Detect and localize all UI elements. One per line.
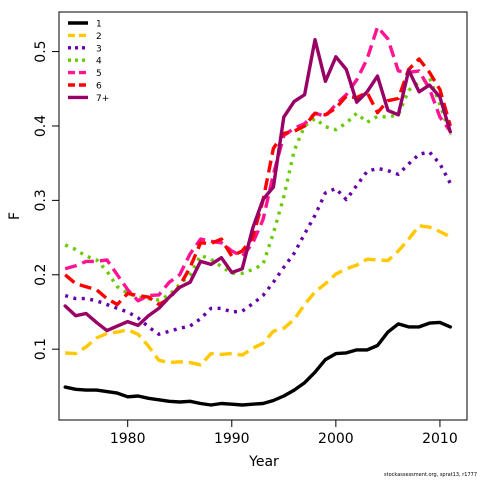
legend-label: 1 [96,20,102,30]
x-tick-label: 2010 [422,431,458,447]
footer-credit: stockassessment.org, sprat13, r1777 [384,472,477,478]
y-tick-label: 0.5 [33,40,49,62]
x-tick-label: 1990 [214,431,250,447]
y-tick-label: 0.3 [33,189,49,211]
x-tick-label: 2000 [318,431,354,447]
legend-label: 5 [96,69,102,79]
y-tick-label: 0.4 [33,115,49,137]
series-layer [63,25,452,407]
legend: 1 2 3 4 5 6 7+ [68,20,109,104]
y-axis: 0.1 0.2 0.3 0.4 0.5 [33,40,60,360]
x-axis: 1980 1990 2000 2010 [110,419,458,447]
series-line-1 [63,320,452,407]
x-axis-label: Year [248,454,279,470]
legend-label: 4 [96,57,102,67]
series-line-2 [65,223,452,367]
y-tick-label: 0.1 [33,338,49,360]
legend-label: 3 [96,44,102,54]
y-axis-label: F [7,212,23,220]
series-line-4 [64,75,452,302]
legend-label: 7+ [96,94,109,104]
y-tick-label: 0.2 [33,264,49,286]
x-tick-label: 1980 [110,431,146,447]
series-line-7plus [63,38,452,333]
legend-label: 6 [96,82,102,92]
series-line-3 [64,150,452,336]
legend-label: 2 [96,32,102,42]
series-line-5 [64,25,452,303]
